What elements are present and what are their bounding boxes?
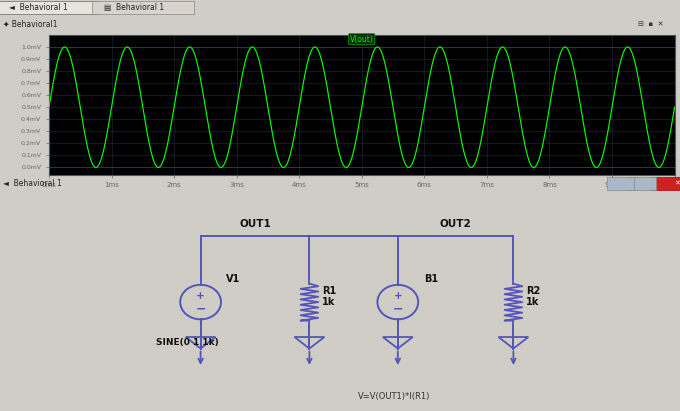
FancyBboxPatch shape bbox=[0, 1, 99, 14]
Text: R2: R2 bbox=[526, 286, 540, 296]
Text: ▤  Behavioral 1: ▤ Behavioral 1 bbox=[104, 2, 164, 12]
Text: ✦ Behavioral1: ✦ Behavioral1 bbox=[3, 19, 58, 28]
Text: −: − bbox=[195, 302, 206, 316]
Text: SINE(0 1 1k): SINE(0 1 1k) bbox=[156, 338, 219, 347]
FancyBboxPatch shape bbox=[629, 177, 656, 190]
Text: 1k: 1k bbox=[526, 298, 539, 307]
Text: OUT1: OUT1 bbox=[239, 219, 271, 229]
Text: OUT2: OUT2 bbox=[440, 219, 471, 229]
Text: ◄  Behavioral 1: ◄ Behavioral 1 bbox=[3, 179, 62, 188]
Text: ◄  Behavioral 1: ◄ Behavioral 1 bbox=[9, 2, 67, 12]
Text: −: − bbox=[392, 302, 403, 316]
Text: 1k: 1k bbox=[322, 298, 335, 307]
Text: V1: V1 bbox=[226, 274, 241, 284]
FancyBboxPatch shape bbox=[651, 177, 680, 190]
Text: ⊟  ▪  ✕: ⊟ ▪ ✕ bbox=[638, 21, 663, 27]
Text: B1: B1 bbox=[424, 274, 438, 284]
FancyBboxPatch shape bbox=[607, 177, 634, 190]
Text: +: + bbox=[394, 291, 402, 301]
Text: V(out): V(out) bbox=[350, 35, 374, 44]
Text: V=V(OUT1)*I(R1): V=V(OUT1)*I(R1) bbox=[358, 392, 430, 401]
Text: ✕: ✕ bbox=[674, 181, 680, 187]
Text: +: + bbox=[197, 291, 205, 301]
Text: R1: R1 bbox=[322, 286, 336, 296]
FancyBboxPatch shape bbox=[92, 1, 194, 14]
